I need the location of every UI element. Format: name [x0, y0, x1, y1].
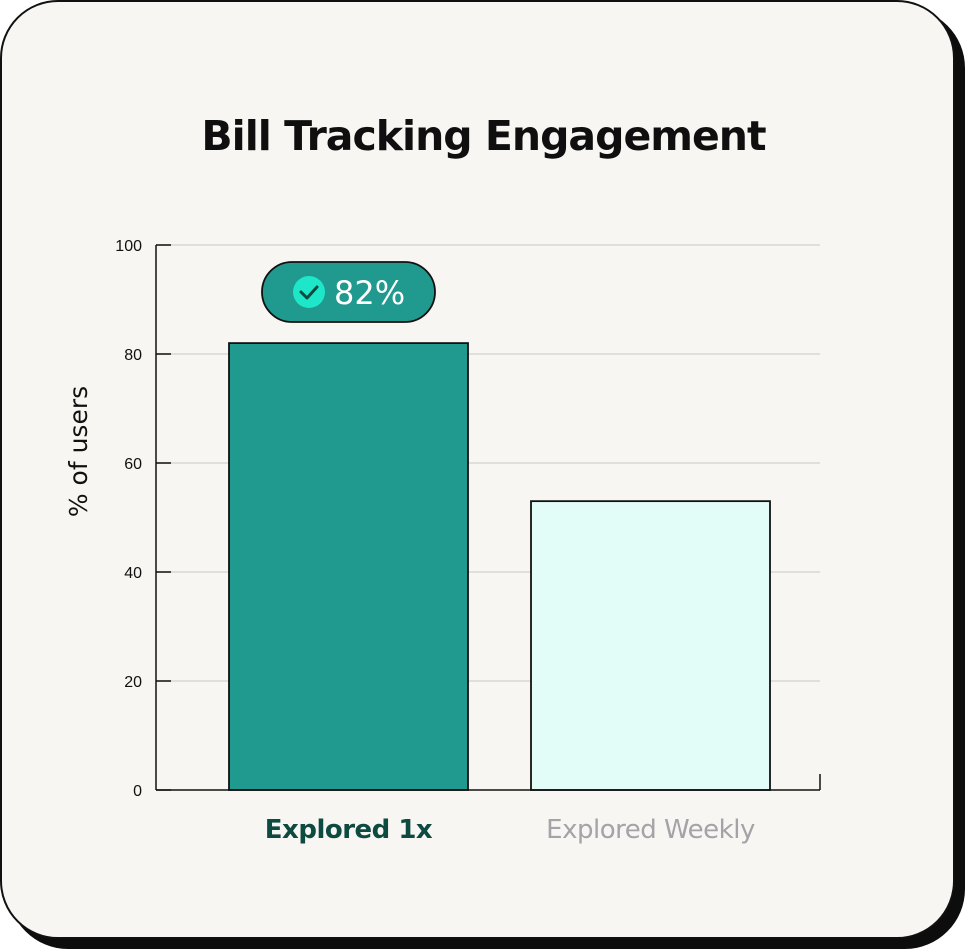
value-badge: 82%: [261, 261, 436, 323]
category-label: Explored 1x: [265, 815, 433, 845]
y-tick-label: 20: [124, 674, 142, 691]
bar-explored-1x: [228, 342, 469, 791]
bar-explored-weekly: [530, 500, 771, 791]
badge-value-label: 82%: [334, 274, 405, 312]
bars: [228, 342, 771, 791]
y-tick-label: 60: [124, 456, 142, 473]
category-label: Explored Weekly: [546, 815, 755, 845]
y-axis-title: % of users: [64, 386, 93, 517]
y-tick-label: 100: [115, 238, 142, 255]
y-tick-label: 40: [124, 565, 142, 582]
check-circle-icon: [293, 276, 325, 308]
category-labels: Explored 1x Explored Weekly: [265, 815, 756, 845]
y-tick-label: 0: [133, 783, 142, 800]
y-tick-label: 80: [124, 347, 142, 364]
y-ticks: 0 20 40 60 80 100: [115, 238, 171, 800]
chart-card: [0, 0, 955, 939]
chart-title: Bill Tracking Engagement: [201, 112, 766, 160]
axes: [155, 245, 821, 791]
